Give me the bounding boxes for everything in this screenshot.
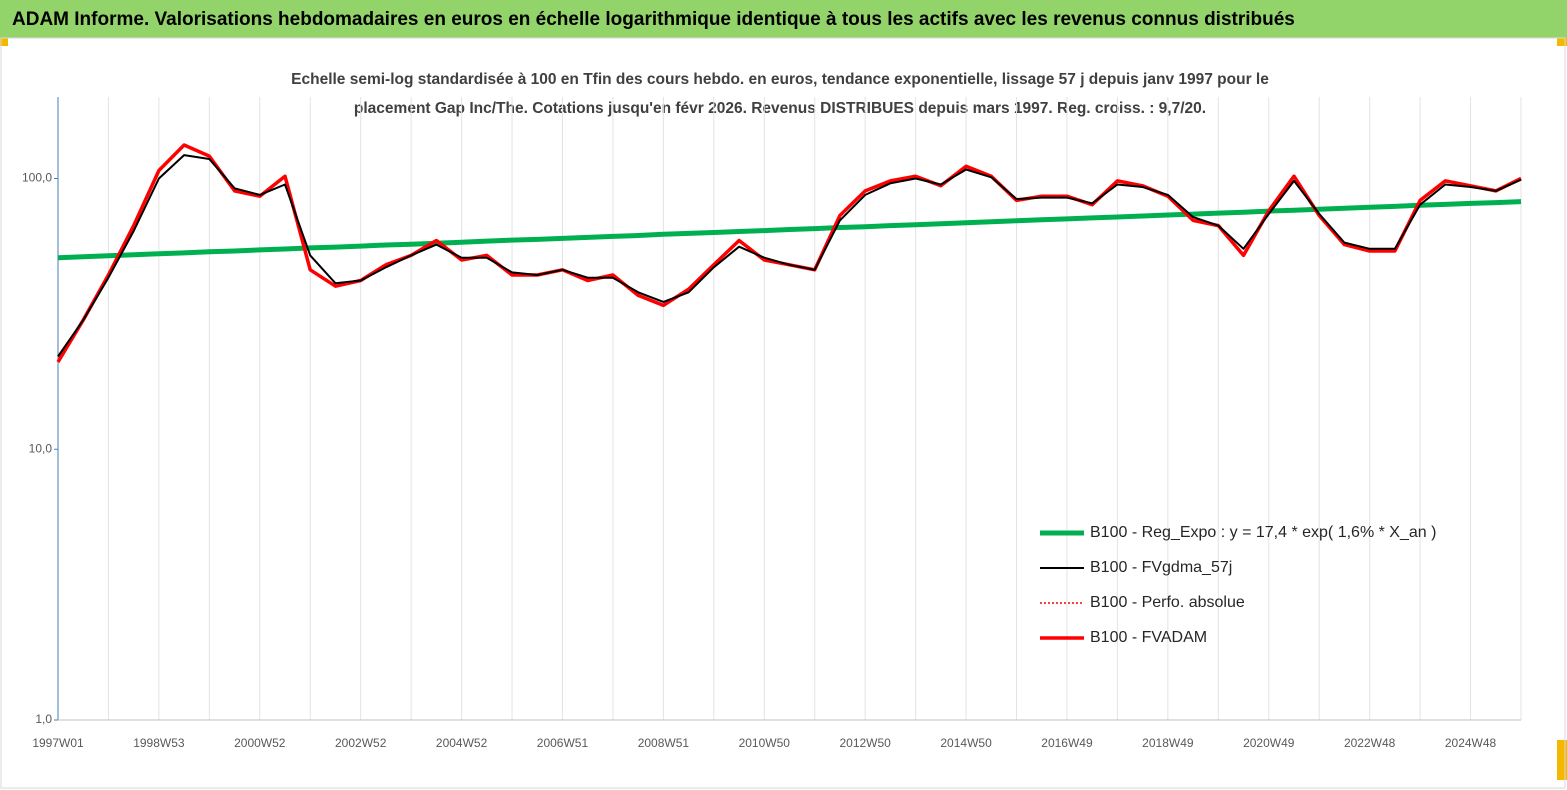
- corner: [0, 38, 8, 46]
- x-tick-label: 2014W50: [940, 736, 992, 750]
- title-bar: [0, 0, 1567, 38]
- x-tick-label: 2018W49: [1142, 736, 1194, 750]
- series-line: [57, 154, 1522, 358]
- chart-title: ADAM Informe. Valorisations hebdomadaire…: [12, 9, 1295, 30]
- legend-label: B100 - FVADAM: [1090, 629, 1207, 646]
- series-line: [57, 199, 1522, 261]
- y-tick-label: 1,0: [35, 712, 52, 726]
- legend-label: B100 - FVgdma_57j: [1090, 559, 1232, 576]
- x-tick-label: 2010W50: [739, 736, 791, 750]
- x-tick-label: 2004W52: [436, 736, 488, 750]
- x-tick-label: 1998W53: [133, 736, 185, 750]
- y-tick-label: 100,0: [22, 171, 52, 185]
- subtitle: Echelle semi-log standardisée à 100 en T…: [291, 71, 1269, 88]
- series-line: [57, 144, 1522, 363]
- x-tick-label: 1997W01: [32, 736, 84, 750]
- x-tick-label: 2002W52: [335, 736, 387, 750]
- legend-label: B100 - Reg_Expo : y = 17,4 * exp( 1,6% *…: [1090, 524, 1436, 541]
- x-tick-label: 2022W48: [1344, 736, 1396, 750]
- y-tick-label: 10,0: [29, 441, 53, 455]
- x-tick-label: 2012W50: [839, 736, 891, 750]
- frame: [0, 37, 1566, 789]
- corner: [1557, 740, 1567, 780]
- x-tick-label: 2024W48: [1445, 736, 1497, 750]
- x-tick-label: 2000W52: [234, 736, 286, 750]
- x-tick-label: 2008W51: [638, 736, 690, 750]
- subtitle: placement Gap Inc/The. Cotations jusqu'e…: [354, 100, 1206, 117]
- corner: [1557, 38, 1567, 46]
- legend-label: B100 - Perfo. absolue: [1090, 594, 1245, 611]
- x-tick-label: 2020W49: [1243, 736, 1295, 750]
- x-tick-label: 2006W51: [537, 736, 589, 750]
- x-tick-label: 2016W49: [1041, 736, 1093, 750]
